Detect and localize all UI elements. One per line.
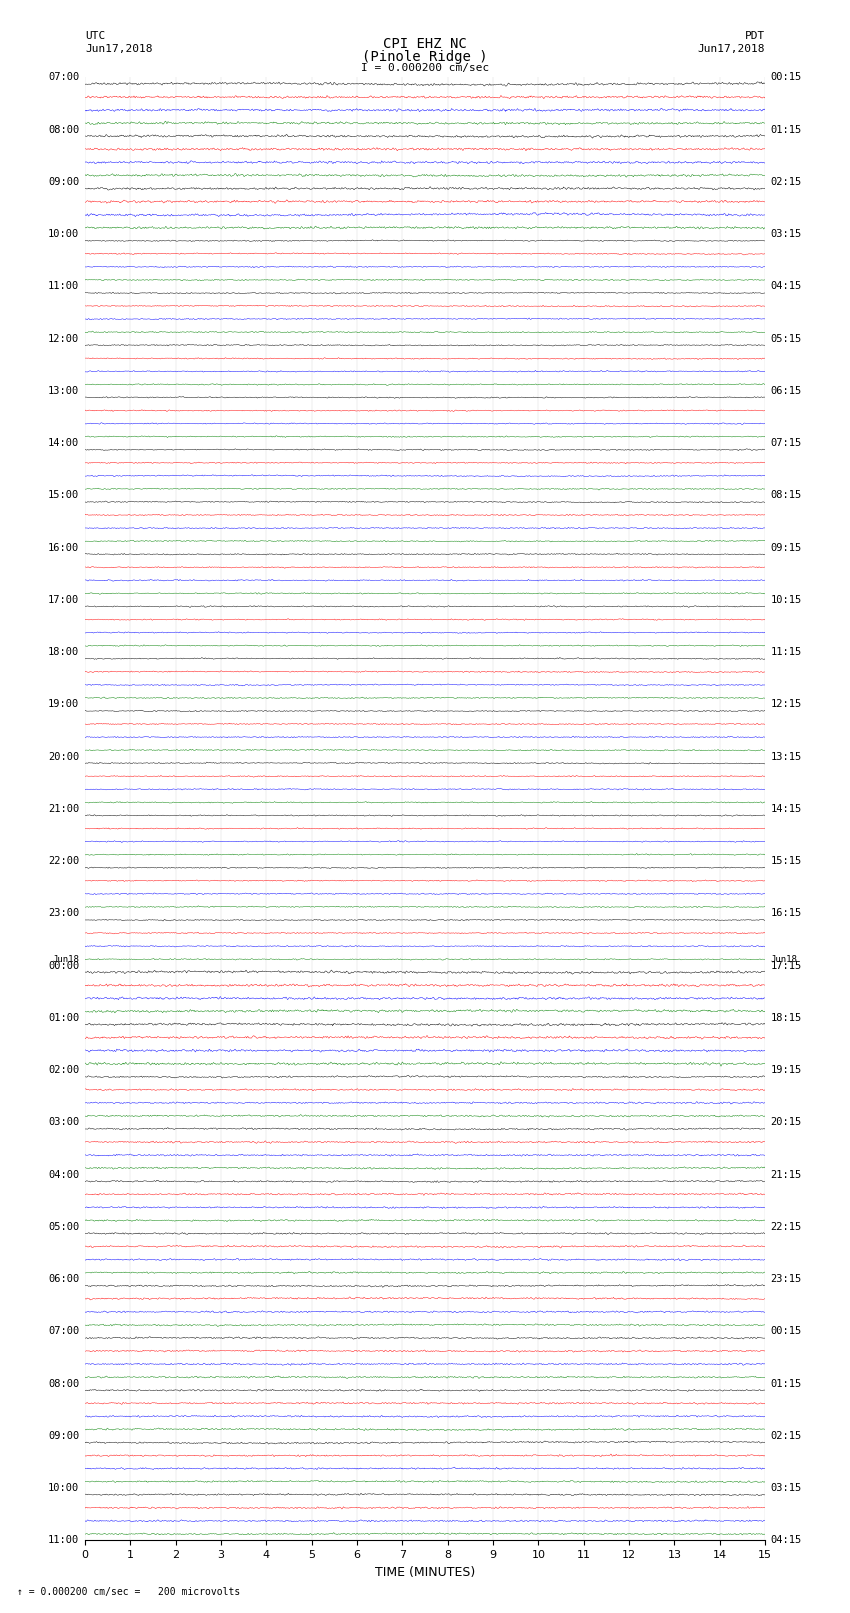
- Text: ↑ = 0.000200 cm/sec =   200 microvolts: ↑ = 0.000200 cm/sec = 200 microvolts: [17, 1587, 241, 1597]
- Text: 06:15: 06:15: [771, 386, 802, 395]
- Text: 21:00: 21:00: [48, 803, 79, 815]
- Text: 07:00: 07:00: [48, 73, 79, 82]
- Text: 22:00: 22:00: [48, 857, 79, 866]
- Text: 22:15: 22:15: [771, 1223, 802, 1232]
- Text: 11:15: 11:15: [771, 647, 802, 656]
- Text: 09:15: 09:15: [771, 542, 802, 553]
- Text: 01:15: 01:15: [771, 124, 802, 134]
- Text: Jun17,2018: Jun17,2018: [85, 44, 152, 53]
- Text: 11:00: 11:00: [48, 1536, 79, 1545]
- Text: 19:00: 19:00: [48, 700, 79, 710]
- Text: 10:15: 10:15: [771, 595, 802, 605]
- Text: 23:00: 23:00: [48, 908, 79, 918]
- Text: 04:15: 04:15: [771, 281, 802, 292]
- Text: PDT: PDT: [745, 31, 765, 40]
- Text: I = 0.000200 cm/sec: I = 0.000200 cm/sec: [361, 63, 489, 73]
- Text: 10:00: 10:00: [48, 1484, 79, 1494]
- Text: 04:00: 04:00: [48, 1169, 79, 1179]
- Text: 08:15: 08:15: [771, 490, 802, 500]
- Text: 09:00: 09:00: [48, 177, 79, 187]
- Text: 02:15: 02:15: [771, 177, 802, 187]
- Text: 21:15: 21:15: [771, 1169, 802, 1179]
- Text: 20:15: 20:15: [771, 1118, 802, 1127]
- Text: 17:15: 17:15: [771, 961, 802, 971]
- Text: 00:15: 00:15: [771, 1326, 802, 1337]
- Text: CPI EHZ NC: CPI EHZ NC: [383, 37, 467, 52]
- Text: 08:00: 08:00: [48, 124, 79, 134]
- Text: 18:15: 18:15: [771, 1013, 802, 1023]
- Text: 03:15: 03:15: [771, 229, 802, 239]
- Text: 15:00: 15:00: [48, 490, 79, 500]
- Text: 03:00: 03:00: [48, 1118, 79, 1127]
- Text: 01:00: 01:00: [48, 1013, 79, 1023]
- Text: (Pinole Ridge ): (Pinole Ridge ): [362, 50, 488, 65]
- Text: 16:15: 16:15: [771, 908, 802, 918]
- Text: 04:15: 04:15: [771, 1536, 802, 1545]
- Text: 13:15: 13:15: [771, 752, 802, 761]
- Text: 12:00: 12:00: [48, 334, 79, 344]
- X-axis label: TIME (MINUTES): TIME (MINUTES): [375, 1566, 475, 1579]
- Text: 03:15: 03:15: [771, 1484, 802, 1494]
- Text: 02:15: 02:15: [771, 1431, 802, 1440]
- Text: 13:00: 13:00: [48, 386, 79, 395]
- Text: 00:15: 00:15: [771, 73, 802, 82]
- Text: 20:00: 20:00: [48, 752, 79, 761]
- Text: 07:15: 07:15: [771, 439, 802, 448]
- Text: 10:00: 10:00: [48, 229, 79, 239]
- Text: Jun18: Jun18: [53, 955, 79, 965]
- Text: 08:00: 08:00: [48, 1379, 79, 1389]
- Text: 05:00: 05:00: [48, 1223, 79, 1232]
- Text: 00:00: 00:00: [48, 961, 79, 971]
- Text: 19:15: 19:15: [771, 1065, 802, 1076]
- Text: 17:00: 17:00: [48, 595, 79, 605]
- Text: 14:15: 14:15: [771, 803, 802, 815]
- Text: 18:00: 18:00: [48, 647, 79, 656]
- Text: Jun18: Jun18: [771, 955, 797, 965]
- Text: 07:00: 07:00: [48, 1326, 79, 1337]
- Text: 02:00: 02:00: [48, 1065, 79, 1076]
- Text: 15:15: 15:15: [771, 857, 802, 866]
- Text: 16:00: 16:00: [48, 542, 79, 553]
- Text: 11:00: 11:00: [48, 281, 79, 292]
- Text: 01:15: 01:15: [771, 1379, 802, 1389]
- Text: 14:00: 14:00: [48, 439, 79, 448]
- Text: 05:15: 05:15: [771, 334, 802, 344]
- Text: UTC: UTC: [85, 31, 105, 40]
- Text: 06:00: 06:00: [48, 1274, 79, 1284]
- Text: 23:15: 23:15: [771, 1274, 802, 1284]
- Text: 09:00: 09:00: [48, 1431, 79, 1440]
- Text: 12:15: 12:15: [771, 700, 802, 710]
- Text: Jun17,2018: Jun17,2018: [698, 44, 765, 53]
